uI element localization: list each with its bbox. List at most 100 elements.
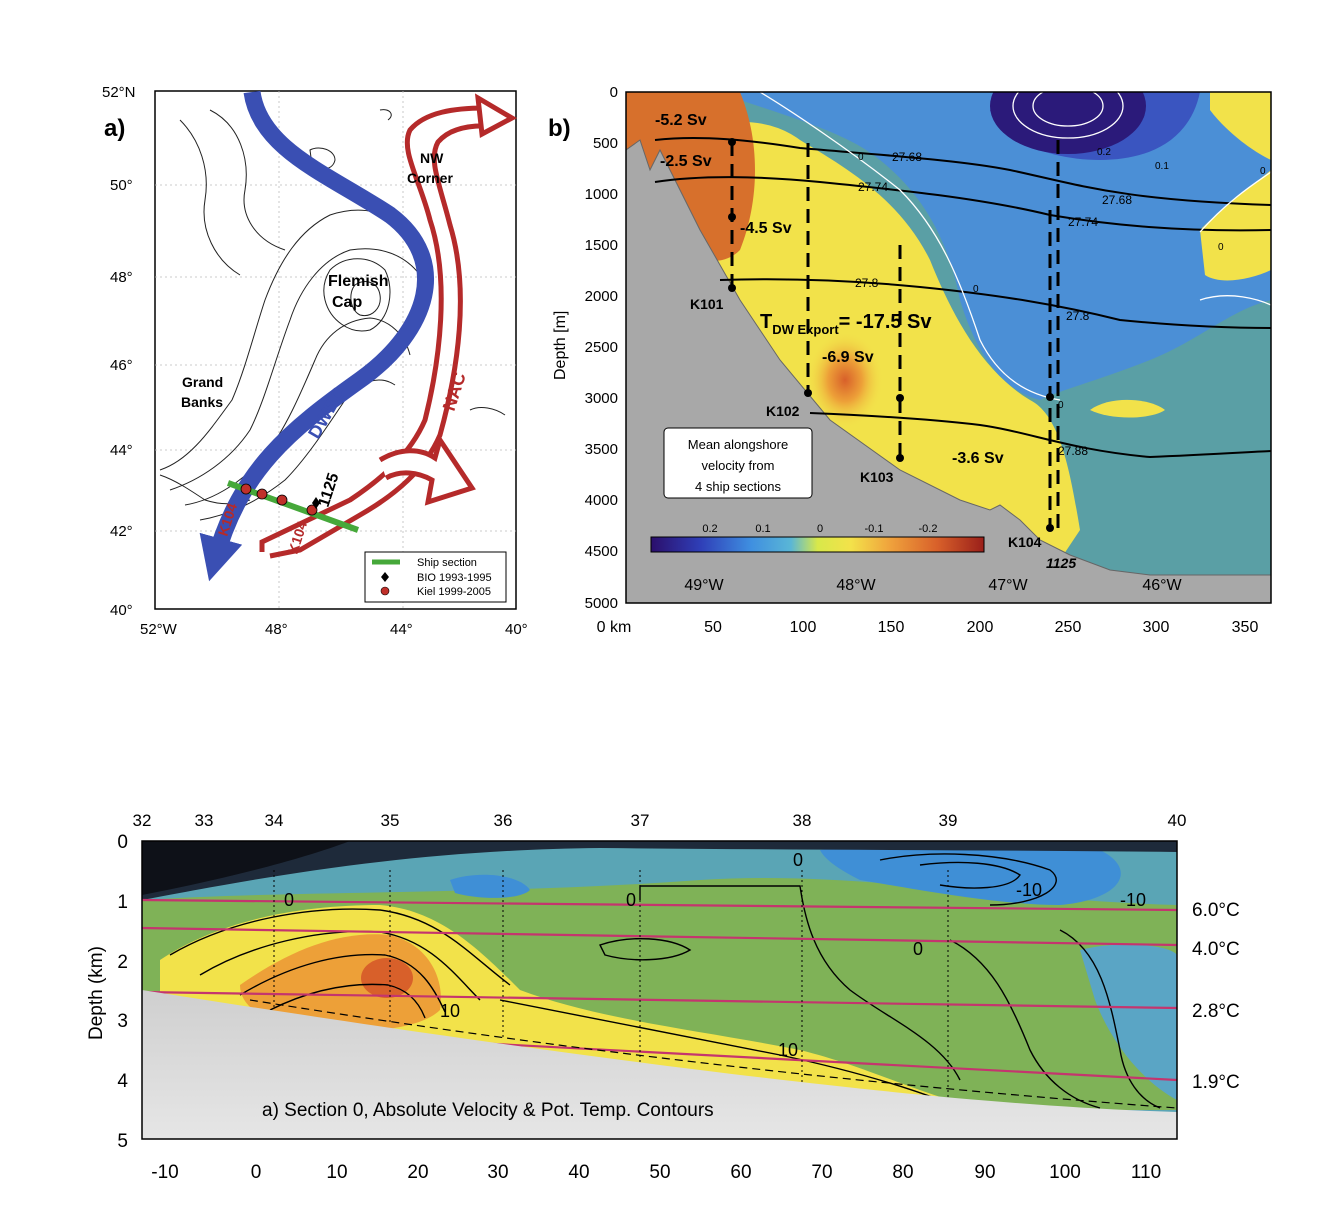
c-temperature-labels: 6.0°C 4.0°C 2.8°C 1.9°C [1192, 900, 1240, 1093]
colorbar-tick: 0.1 [755, 523, 770, 535]
lat-tick: 50° [110, 177, 133, 194]
km-tick: 50 [704, 619, 722, 636]
mooring-label: K101 [690, 296, 724, 312]
depth-tick: 500 [593, 135, 618, 152]
panel-b-section: b) Depth [m] -5.2 Sv -2.5 Sv -4.5 Sv -6.… [548, 84, 1272, 636]
label-cap: Cap [332, 294, 362, 311]
panel-a-label: a) [104, 115, 125, 142]
label-grand: Grand [182, 374, 223, 390]
transport-label: -5.2 Sv [655, 112, 707, 129]
transport-label: -3.6 Sv [952, 450, 1004, 467]
lon-tick: 49°W [684, 577, 724, 594]
b-ylabel: Depth [m] [552, 311, 569, 380]
b-mooring-instruments [728, 138, 1054, 532]
colorbar-tick: 0 [817, 523, 823, 535]
depth-tick: 1000 [585, 186, 618, 203]
b-lon-ticks: 49°W 48°W 47°W 46°W [684, 577, 1182, 594]
mooring-label: K102 [766, 403, 800, 419]
depth-tick: 2000 [585, 288, 618, 305]
km-tick: 250 [1055, 619, 1082, 636]
b-transport-labels: -5.2 Sv -2.5 Sv -4.5 Sv -6.9 Sv -3.6 Sv [655, 112, 1004, 467]
contour-label: -10 [1120, 890, 1146, 910]
b-depth-ticks: 0 500 1000 1500 2000 2500 3000 3500 4000… [585, 84, 618, 612]
distance-tick: 10 [326, 1162, 347, 1183]
b-blue-core [990, 92, 1146, 154]
isopycnal-label: 27.8 [1066, 309, 1090, 323]
km-tick: 150 [878, 619, 905, 636]
c-blue-pocket [450, 874, 530, 898]
b-contour-labels: 0 0.2 0.1 0 0 0 0 [858, 147, 1266, 411]
b-yellow-small-patch [1090, 399, 1165, 418]
station-tick: 40 [1168, 811, 1187, 830]
distance-tick: 80 [892, 1162, 913, 1183]
transport-label: -4.5 Sv [740, 220, 792, 237]
colorbar-tick: 0.2 [702, 523, 717, 535]
contour-label: 0 [858, 152, 864, 163]
label-nw: NW [420, 150, 444, 166]
depth-tick: 4000 [585, 492, 618, 509]
depth-tick: 4500 [585, 543, 618, 560]
c-station-lines [273, 870, 949, 1098]
contour-label: 10 [440, 1001, 460, 1021]
depth-tick: 0 [117, 832, 128, 853]
distance-tick: 0 [251, 1162, 262, 1183]
nac-arrowhead-east [378, 434, 476, 506]
lat-tick: 48° [110, 269, 133, 286]
lon-tick: 52°W [140, 621, 178, 638]
lon-tick: 46°W [1142, 577, 1182, 594]
c-surface-dark [142, 841, 350, 895]
isopycnal-label: 27.68 [892, 150, 922, 164]
transport-label: -6.9 Sv [822, 349, 874, 366]
label-flemish: Flemish [328, 273, 388, 290]
legend-kiel: Kiel 1999-2005 [417, 586, 491, 598]
colorbar-tick: -0.2 [919, 523, 938, 535]
mooring-label: K104 [1008, 534, 1042, 550]
contour-label: 0 [284, 890, 294, 910]
b-mooring-labels: K101 K102 K103 K104 1125 [690, 296, 1076, 571]
depth-tick: 1 [117, 892, 128, 913]
temp-label: 6.0°C [1192, 900, 1240, 921]
isopycnal-label: 27.88 [1058, 444, 1088, 458]
b-velocity-contours [759, 92, 1271, 401]
distance-tick: 30 [487, 1162, 508, 1183]
contour-label: 10 [778, 1040, 798, 1060]
b-export-label: TDW Export= -17.5 Sv [760, 311, 932, 337]
contour-label: 0.2 [1097, 147, 1111, 158]
depth-tick: 1500 [585, 237, 618, 254]
b-orange-deep-core [807, 332, 883, 428]
c-red-core [361, 958, 413, 998]
lat-tick: 46° [110, 357, 133, 374]
distance-tick: 90 [974, 1162, 995, 1183]
lat-tick: 44° [110, 442, 133, 459]
transport-label: -2.5 Sv [660, 153, 712, 170]
box-line: Mean alongshore [688, 437, 788, 452]
lon-tick: 40° [505, 621, 528, 638]
b-frame [625, 91, 1272, 604]
panel-a-map: a) NW Corner Flemish Cap Grand Banks DWB… [102, 84, 528, 638]
c-frame [141, 840, 1178, 1140]
export-value: = -17.5 Sv [839, 311, 933, 333]
nac-inner-arrow [269, 123, 491, 559]
b-info-box: Mean alongshore velocity from 4 ship sec… [663, 427, 813, 499]
mooring-markers [240, 483, 320, 516]
temp-label: 4.0°C [1192, 939, 1240, 960]
depth-tick: 2500 [585, 339, 618, 356]
label-banks: Banks [181, 394, 223, 410]
lon-tick: 48° [265, 621, 288, 638]
km-tick: 200 [967, 619, 994, 636]
distance-tick: 70 [811, 1162, 832, 1183]
contour-label: 0 [1218, 242, 1224, 253]
colorbar-tick: -0.1 [865, 523, 884, 535]
c-surface-strip [142, 841, 1177, 900]
distance-tick: 100 [1049, 1162, 1081, 1183]
depth-tick: 4 [117, 1071, 128, 1092]
export-sub: DW Export [772, 322, 839, 337]
map-legend: Ship section BIO 1993-1995 Kiel 1999-200… [364, 551, 507, 603]
box-line: velocity from [702, 458, 775, 473]
c-blue-right [1080, 944, 1177, 1100]
depth-tick: 3 [117, 1011, 128, 1032]
legend-bio: BIO 1993-1995 [417, 572, 492, 584]
km-tick: 0 km [597, 619, 632, 636]
depth-tick: 3500 [585, 441, 618, 458]
distance-tick: 110 [1131, 1162, 1161, 1183]
